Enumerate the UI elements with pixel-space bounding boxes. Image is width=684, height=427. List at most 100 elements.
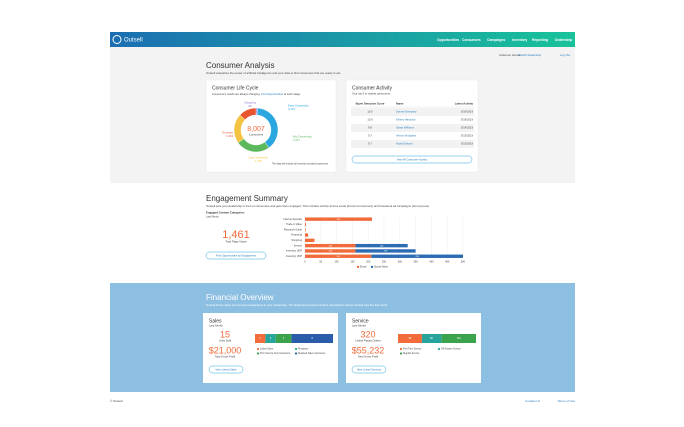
bar-label: 290: [415, 256, 419, 258]
y-tick-label: Inventory UDP: [286, 250, 303, 253]
x-tick-label: 100: [335, 261, 340, 264]
legend-swatch: [256, 347, 260, 351]
logo[interactable]: [112, 35, 122, 44]
bar-segment: [275, 334, 292, 343]
y-tick-label: Financing: [291, 234, 302, 237]
linked-button[interactable]: [351, 365, 387, 374]
bar-segment: [398, 334, 422, 343]
kpi-profit-label: Total Gross Profit: [358, 355, 379, 359]
kpi-profit: $21,000: [209, 345, 242, 355]
bar-label: 160: [328, 251, 332, 253]
linked-button-label[interactable]: View Linked Sales: [215, 367, 237, 371]
kpi-value: 1,461: [222, 229, 250, 241]
bar-label: 210: [336, 256, 340, 258]
engagement-button-label[interactable]: Find Opportunities by Engagement: [216, 253, 256, 257]
legend-swatch: [370, 265, 374, 269]
x-tick-label: 250: [382, 261, 387, 264]
x-tick-label: 0: [304, 261, 306, 264]
nav-item[interactable]: Consumers: [462, 38, 481, 42]
consumer-name[interactable]: Sarah Williams: [396, 126, 415, 130]
copyright: © Outsell: [110, 399, 123, 403]
y-tick-label: Internet Specials: [283, 218, 302, 221]
chart-note: The data will include all recently recor…: [272, 163, 329, 166]
bar-label: 8: [312, 337, 314, 340]
linked-button-label[interactable]: View Linked Services: [357, 367, 382, 371]
legend-label: Regular Service: [403, 352, 420, 355]
panel-title: Engaged Content Categories: [206, 211, 245, 215]
subtitle-link[interactable]: Find Opportunities: [261, 92, 284, 96]
kpi-profit: $55,232: [352, 345, 385, 355]
segment-value: 1,745: [255, 159, 262, 163]
segment-name: Late Ownership: [248, 156, 268, 160]
nav-item[interactable]: Inventory: [512, 38, 527, 42]
panel-period: Last Month: [206, 215, 219, 219]
x-tick-label: 350: [414, 261, 419, 264]
table-cell: 10.0: [367, 118, 373, 122]
kpi-count-label: Units Sold: [219, 339, 232, 343]
x-tick-label: 300: [398, 261, 403, 264]
section-subtitle: Outsell drives sales and service transac…: [206, 303, 388, 307]
bar-segment: [421, 334, 442, 343]
segment-name: Mid Ownership: [293, 135, 312, 139]
table-cell: 9.7: [368, 134, 372, 138]
nav-item[interactable]: Campaigns: [487, 38, 505, 42]
bar-label: 2: [270, 337, 272, 340]
bar-segment: [305, 243, 356, 248]
table-cell: 5/14/2019: [461, 126, 473, 130]
legend-label: Prior Service Only Customers: [260, 352, 291, 355]
bar-label: 80: [430, 337, 433, 340]
nav-item[interactable]: Dealership: [555, 38, 572, 42]
section-subtitle: Outsell unleashes the power of artificia…: [206, 71, 341, 75]
bar-segment: [305, 233, 309, 237]
segment-name: Shopping: [244, 101, 256, 105]
y-tick-label: Shopping: [291, 239, 302, 242]
donut-total: 8,007: [247, 126, 265, 133]
bar-label: 142: [457, 337, 462, 340]
consumer-name[interactable]: Kelsey Hampton: [396, 118, 416, 122]
x-tick-label: 500: [461, 261, 466, 264]
bar-label: 165: [380, 245, 384, 247]
segment-name: Early Ownership: [288, 104, 309, 108]
legend-swatch: [437, 347, 441, 351]
donut-segment: [239, 107, 257, 121]
legend-swatch: [256, 352, 260, 355]
kpi-count: 320: [360, 329, 375, 339]
y-tick-label: Research Guide: [284, 228, 303, 231]
brand[interactable]: Outsell: [124, 38, 143, 44]
row-bg: [351, 140, 474, 148]
view-activity-button[interactable]: [351, 155, 473, 164]
nav-item[interactable]: Opportunities: [437, 38, 459, 42]
legend-label: Off Season Service: [441, 348, 461, 351]
footer-link[interactable]: Terms of Use: [557, 399, 575, 403]
kpi-label: Total Page Views: [225, 240, 247, 244]
legend-label: Social Video: [374, 266, 388, 269]
x-tick-label: 450: [445, 261, 450, 264]
segment-value: 3,113: [288, 107, 295, 111]
column-header: Name: [396, 102, 404, 106]
table-cell: 9.7: [368, 142, 372, 146]
account-link[interactable]: Switch Dealership: [519, 53, 542, 57]
account-link[interactable]: Log Out: [560, 53, 570, 57]
bar-segment: [441, 334, 476, 343]
view-activity-button-label[interactable]: View All Consumer Activity: [397, 157, 428, 161]
kpi-profit-label: Total Gross Profit: [215, 355, 236, 359]
consumer-name[interactable]: Vernon Hodgens: [396, 134, 417, 138]
consumer-name[interactable]: Donnie Dempsey: [396, 110, 417, 114]
bar-segment: [305, 249, 356, 253]
nav-item[interactable]: Reporting: [532, 38, 548, 42]
consumer-name[interactable]: Noah Dickson: [396, 142, 413, 146]
footer-link[interactable]: Contact Us: [525, 399, 540, 403]
bar-segment: [355, 243, 408, 248]
legend-swatch: [294, 352, 298, 355]
section-subtitle: Outsell puts your dealership in front of…: [206, 204, 430, 208]
row-bg: [351, 124, 474, 132]
card-subtitle: Consumer's needs are always changing.Fin…: [212, 92, 301, 96]
linked-button[interactable]: [208, 365, 244, 374]
bar-segment: [305, 222, 306, 227]
engagement-button[interactable]: [205, 251, 267, 260]
segment-value: 1,043: [226, 134, 233, 138]
card-title: Consumer Life Cycle: [212, 85, 259, 91]
legend-swatch: [399, 352, 403, 355]
